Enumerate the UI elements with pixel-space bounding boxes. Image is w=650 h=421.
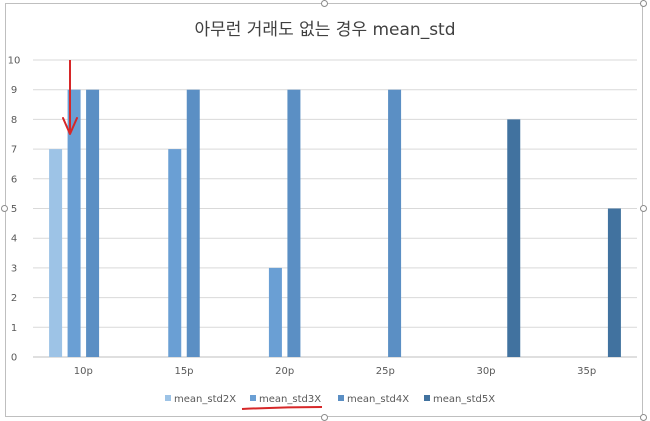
x-tick-label: 25p [376,366,395,377]
legend-swatch-mean_std4X [338,395,344,401]
y-tick-label: 9 [11,85,17,96]
y-tick-label: 3 [11,263,17,274]
x-tick-label: 20p [275,366,294,377]
bar-mean_std4X-15p [186,89,200,357]
bar-mean_std3X-20p [268,267,282,357]
resize-handle-top[interactable] [321,0,328,7]
y-tick-label: 2 [11,293,17,304]
y-tick-label: 7 [11,145,17,156]
x-tick-label: 35p [577,366,596,377]
bar-mean_std5X-35p [607,208,621,357]
bar-mean_std2X-10p [49,149,63,357]
bar-mean_std4X-25p [388,89,402,357]
bars [49,89,621,358]
legend-swatch-mean_std2X [165,395,171,401]
annotations [62,60,323,410]
chart-frame [5,3,643,417]
legend-swatch-mean_std3X [250,395,256,401]
resize-handle-right[interactable] [640,205,647,212]
legend-label-mean_std2X: mean_std2X [174,394,236,405]
bar-mean_std3X-15p [168,149,182,357]
legend-swatch-mean_std5X [424,395,430,401]
x-tick-label: 30p [476,366,495,377]
chart-title: 아무런 거래도 없는 경우 mean_std [194,20,455,40]
y-tick-label: 0 [11,353,17,364]
red-arrow-head [62,117,78,135]
x-tick-label: 10p [74,366,93,377]
legend: mean_std2X mean_std3X mean_std4X mean_std5X [165,394,495,405]
y-tick-label: 1 [11,323,17,334]
bar-mean_std4X-20p [287,89,301,357]
legend-label-mean_std3X: mean_std3X [259,394,321,405]
resize-handle-left[interactable] [1,205,8,212]
y-axis-ticks: 0 1 2 3 4 5 6 7 8 9 10 [8,56,21,364]
y-tick-label: 10 [8,56,21,67]
x-axis-ticks: 10p 15p 20p 25p 30p 35p [74,366,596,377]
y-tick-label: 4 [11,234,17,245]
legend-label-mean_std4X: mean_std4X [347,394,409,405]
y-tick-label: 6 [11,174,17,185]
bar-mean_std3X-10p [67,89,81,357]
red-underline [241,406,323,410]
y-tick-label: 8 [11,115,17,126]
legend-label-mean_std5X: mean_std5X [433,394,495,405]
bar-mean_std4X-10p [86,89,100,357]
bar-mean_std5X-30p [507,119,521,358]
gridlines [33,59,637,358]
y-tick-label: 5 [11,204,17,215]
resize-handle-top-right[interactable] [640,0,647,7]
x-tick-label: 15p [174,366,193,377]
